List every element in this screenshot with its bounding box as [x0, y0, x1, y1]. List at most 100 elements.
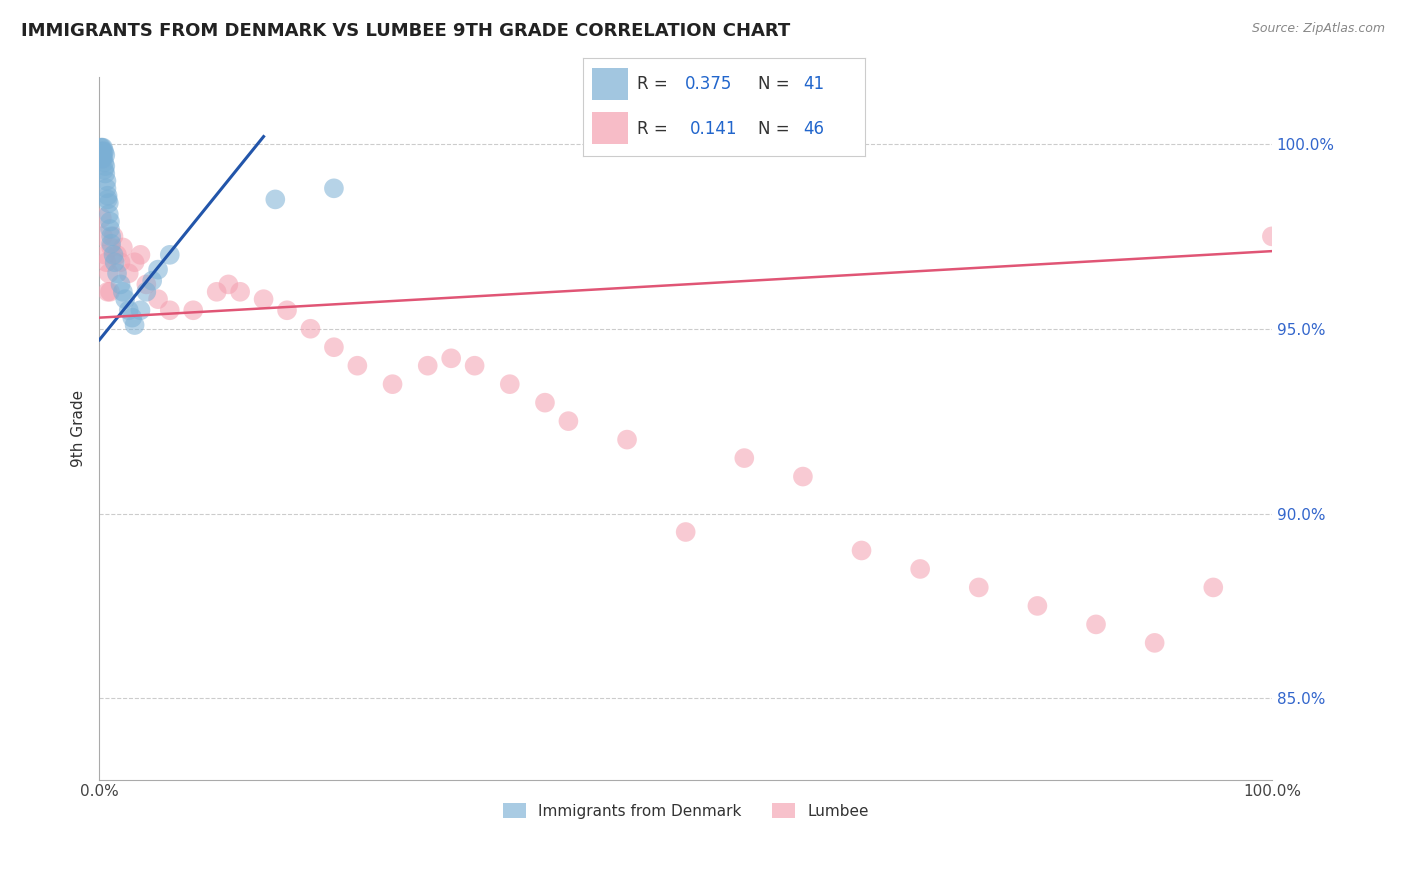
Point [97, 188, 120, 202]
Point [146, 262, 169, 277]
Point [94, 167, 117, 181]
Text: R =: R = [637, 76, 673, 94]
Point [557, 414, 579, 428]
Point [124, 255, 146, 269]
Y-axis label: 9th Grade: 9th Grade [72, 390, 86, 467]
Text: 0.375: 0.375 [685, 76, 733, 94]
Point [792, 469, 814, 483]
Point [851, 543, 873, 558]
Point [675, 524, 697, 539]
Point [264, 193, 287, 207]
Point [103, 229, 125, 244]
Point [97, 285, 120, 299]
Point [91, 145, 114, 159]
Text: N =: N = [758, 76, 794, 94]
Point [1085, 617, 1108, 632]
Point [91, 141, 114, 155]
Point [110, 255, 132, 269]
Text: N =: N = [758, 120, 794, 137]
Point [534, 395, 557, 409]
Point [323, 340, 346, 354]
Point [98, 285, 121, 299]
Text: 46: 46 [803, 120, 824, 137]
Legend: Immigrants from Denmark, Lumbee: Immigrants from Denmark, Lumbee [496, 797, 875, 824]
Point [135, 285, 157, 299]
Point [91, 148, 114, 162]
Point [252, 292, 274, 306]
Point [105, 248, 128, 262]
Point [110, 277, 132, 292]
Point [90, 145, 112, 159]
Point [118, 266, 141, 280]
Point [967, 581, 990, 595]
Text: R =: R = [637, 120, 678, 137]
Point [381, 377, 404, 392]
Point [121, 310, 143, 325]
Point [733, 451, 755, 466]
Point [90, 152, 112, 166]
Point [93, 162, 115, 177]
Point [205, 285, 228, 299]
Point [90, 211, 112, 225]
Point [181, 303, 204, 318]
Point [90, 141, 112, 155]
Point [1143, 636, 1166, 650]
Point [159, 248, 181, 262]
Point [616, 433, 638, 447]
Point [94, 148, 117, 162]
Point [276, 303, 298, 318]
Point [100, 236, 122, 251]
Point [416, 359, 439, 373]
Point [96, 255, 118, 269]
Point [93, 155, 115, 169]
Point [1261, 229, 1284, 244]
Point [98, 222, 121, 236]
Point [159, 303, 181, 318]
Point [98, 214, 121, 228]
Point [96, 174, 118, 188]
Point [90, 141, 112, 155]
Point [1026, 599, 1049, 613]
Point [124, 318, 146, 332]
Text: Source: ZipAtlas.com: Source: ZipAtlas.com [1251, 22, 1385, 36]
Point [129, 303, 152, 318]
Point [111, 240, 134, 254]
Point [91, 152, 114, 166]
Point [908, 562, 931, 576]
Text: IMMIGRANTS FROM DENMARK VS LUMBEE 9TH GRADE CORRELATION CHART: IMMIGRANTS FROM DENMARK VS LUMBEE 9TH GR… [21, 22, 790, 40]
Point [118, 303, 141, 318]
Point [94, 159, 117, 173]
Point [111, 285, 134, 299]
Point [346, 359, 368, 373]
Point [94, 248, 117, 262]
Point [91, 229, 114, 244]
Point [135, 277, 157, 292]
Point [97, 207, 120, 221]
Point [100, 229, 122, 244]
Point [97, 193, 120, 207]
Point [217, 277, 239, 292]
Point [323, 181, 346, 195]
Point [146, 292, 169, 306]
Point [100, 240, 122, 254]
Text: 0.141: 0.141 [690, 120, 738, 137]
Point [299, 322, 322, 336]
Point [105, 266, 128, 280]
FancyBboxPatch shape [592, 112, 628, 145]
Point [90, 148, 112, 162]
Point [129, 248, 152, 262]
Point [93, 145, 115, 159]
Point [141, 274, 163, 288]
FancyBboxPatch shape [592, 68, 628, 100]
Point [97, 266, 120, 280]
Point [103, 248, 125, 262]
Point [464, 359, 486, 373]
Point [1202, 581, 1225, 595]
Text: 41: 41 [803, 76, 824, 94]
Point [97, 196, 120, 211]
Point [114, 292, 136, 306]
Point [440, 351, 463, 366]
Point [104, 255, 127, 269]
Point [499, 377, 522, 392]
Point [96, 181, 118, 195]
